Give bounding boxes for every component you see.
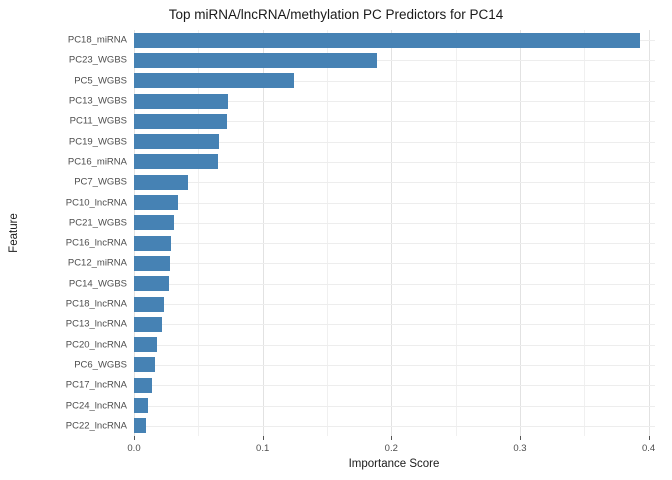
bar (134, 337, 158, 353)
bar (134, 316, 163, 332)
gridline-horizontal (134, 283, 655, 285)
gridline-horizontal (134, 324, 655, 326)
y-tick-label: PC6_WGBS (74, 359, 127, 371)
y-tick-label: PC7_WGBS (74, 176, 127, 188)
y-tick-label: PC22_lncRNA (65, 420, 127, 432)
y-tick-label: PC12_miRNA (67, 257, 127, 269)
gridline-horizontal (134, 405, 655, 407)
gridline-major (134, 30, 135, 436)
x-tick-mark (391, 436, 393, 440)
gridline-horizontal (134, 141, 655, 143)
gridline-minor (455, 30, 457, 436)
gridline-horizontal (134, 80, 655, 82)
y-tick-label: PC16_lncRNA (65, 237, 127, 249)
chart-title: Top miRNA/lncRNA/methylation PC Predicto… (168, 7, 504, 22)
bar (134, 418, 146, 434)
bar (134, 195, 178, 211)
gridline-horizontal (134, 161, 655, 163)
gridline-horizontal (134, 344, 655, 346)
gridline-horizontal (134, 222, 655, 224)
gridline-major (519, 30, 521, 436)
x-axis-ticks: 0.0 0.1 0.2 0.3 0.4 (127, 436, 656, 456)
gridline-minor (326, 30, 328, 436)
gridline-horizontal (134, 182, 655, 184)
x-tick-mark (519, 436, 521, 440)
y-tick-label: PC21_WGBS (68, 217, 127, 229)
bar (134, 154, 218, 170)
gridline-horizontal (134, 243, 655, 245)
bar (134, 398, 149, 414)
bar (134, 134, 219, 150)
gridline-major (648, 30, 650, 436)
bar (134, 235, 172, 251)
x-tick-label: 0.2 (384, 443, 398, 454)
bar (134, 377, 152, 393)
gridline-horizontal (134, 364, 655, 366)
y-tick-label: PC24_lncRNA (65, 400, 127, 412)
gridline-major (391, 30, 393, 436)
y-tick-label: PC10_lncRNA (65, 197, 127, 209)
y-tick-label: PC14_WGBS (68, 278, 127, 290)
x-tick-label: 0.4 (641, 443, 656, 454)
x-tick-mark (648, 436, 650, 440)
gridline-minor (198, 30, 200, 436)
x-tick-label: 0.1 (256, 443, 270, 454)
gridline-horizontal (134, 385, 655, 387)
plot-panel (134, 30, 655, 436)
bar (134, 93, 228, 109)
y-tick-label: PC18_lncRNA (65, 298, 127, 310)
x-tick-label: 0.3 (513, 443, 527, 454)
y-tick-label: PC18_miRNA (67, 34, 127, 46)
bar (134, 276, 169, 292)
y-tick-label: PC23_WGBS (68, 54, 127, 66)
gridline-horizontal (134, 202, 655, 204)
x-tick-mark (262, 436, 264, 440)
gridline-minor (584, 30, 586, 436)
bar (134, 52, 378, 68)
bar (134, 357, 155, 373)
gridline-horizontal (134, 121, 655, 123)
gridline-horizontal (134, 425, 655, 427)
bar (134, 32, 640, 48)
bar (134, 174, 189, 190)
y-tick-label: PC16_miRNA (67, 156, 127, 168)
bar (134, 255, 171, 271)
y-tick-label: PC5_WGBS (74, 75, 127, 87)
gridline-horizontal (134, 304, 655, 306)
y-tick-label: PC20_lncRNA (65, 339, 127, 351)
x-axis-label: Importance Score (348, 458, 440, 470)
bar (134, 296, 164, 312)
gridline-horizontal (134, 101, 655, 103)
y-tick-label: PC19_WGBS (68, 136, 127, 148)
y-tick-label: PC13_lncRNA (65, 318, 127, 330)
y-tick-label: PC17_lncRNA (65, 379, 127, 391)
bar (134, 73, 294, 89)
y-axis-ticks: PC18_miRNA PC23_WGBS PC5_WGBS PC13_WGBS PC11… (0, 30, 127, 436)
bar (134, 113, 227, 129)
bar (134, 215, 174, 231)
gridline-horizontal (134, 263, 655, 265)
x-tick-mark (134, 436, 135, 440)
x-tick-label: 0.0 (127, 443, 141, 454)
gridline-major (262, 30, 264, 436)
y-tick-label: PC11_WGBS (69, 115, 127, 127)
y-tick-label: PC13_WGBS (68, 95, 127, 107)
gridline-horizontal (134, 60, 655, 62)
